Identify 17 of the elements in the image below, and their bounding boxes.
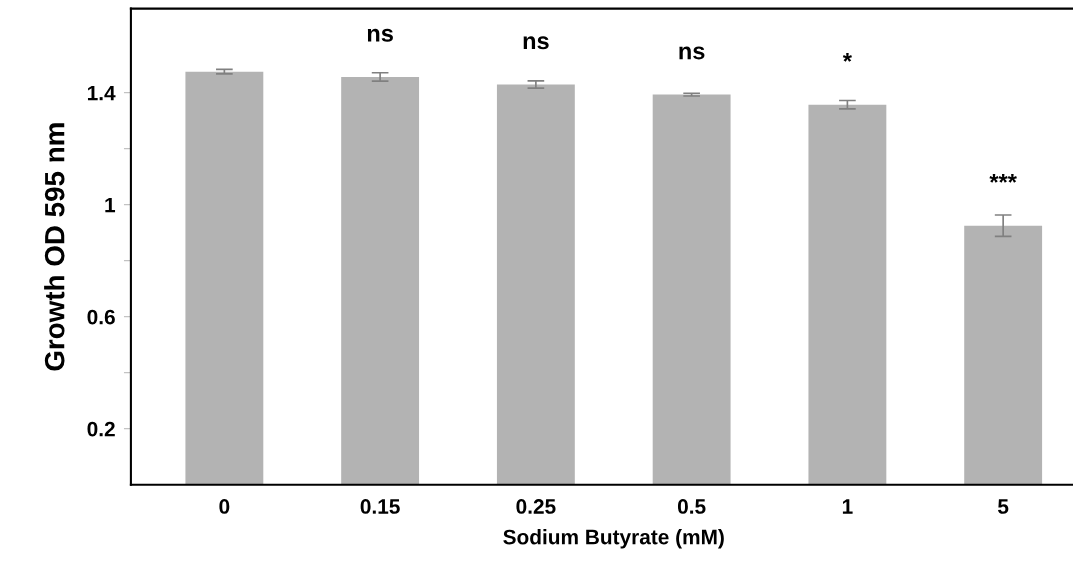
x-tick-label: 0.15 (360, 499, 400, 514)
x-tick-label: 0.25 (516, 499, 556, 514)
x-axis-title: Sodium Butyrate (mM) (503, 529, 724, 549)
annotation: * (842, 53, 852, 62)
x-tick-label: 0 (219, 499, 230, 514)
y-tick-label: 1 (105, 197, 116, 213)
y-tick-label: 0.2 (87, 421, 115, 437)
annotation: ns (367, 28, 393, 42)
y-tick-label: 0.6 (87, 309, 115, 325)
annotation: *** (989, 173, 1017, 183)
y-tick-label: 1.4 (87, 85, 116, 101)
x-tick-label: 0.5 (677, 499, 706, 514)
annotation: ns (523, 36, 549, 50)
x-tick-label: 1 (842, 499, 853, 514)
annotation: ns (679, 46, 705, 60)
y-axis-title: Growth OD 595 nm (44, 123, 65, 371)
x-tick-label: 5 (998, 499, 1009, 514)
